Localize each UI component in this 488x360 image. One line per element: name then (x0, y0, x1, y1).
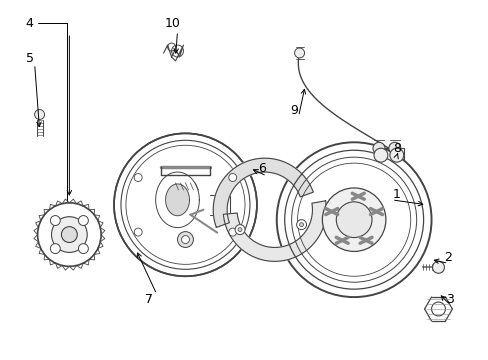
Polygon shape (213, 158, 313, 228)
Circle shape (134, 174, 142, 181)
Text: 3: 3 (446, 293, 453, 306)
Circle shape (51, 217, 87, 252)
Circle shape (181, 235, 189, 243)
Polygon shape (165, 184, 189, 216)
Circle shape (294, 48, 304, 58)
Text: 2: 2 (444, 251, 451, 264)
Circle shape (296, 220, 306, 230)
Circle shape (134, 228, 142, 236)
Circle shape (388, 142, 400, 154)
Text: 5: 5 (25, 53, 34, 66)
Polygon shape (223, 201, 325, 261)
Circle shape (50, 244, 60, 253)
Text: 8: 8 (392, 142, 400, 155)
Text: 4: 4 (26, 17, 34, 30)
Circle shape (61, 227, 77, 243)
Circle shape (238, 228, 242, 231)
Circle shape (228, 228, 236, 236)
Circle shape (299, 223, 303, 227)
Circle shape (78, 216, 88, 225)
Circle shape (336, 202, 371, 238)
Circle shape (389, 148, 403, 162)
Text: 1: 1 (392, 188, 400, 201)
Circle shape (276, 142, 431, 297)
Text: 6: 6 (257, 162, 265, 175)
Circle shape (235, 225, 244, 235)
Circle shape (432, 261, 444, 273)
Circle shape (114, 133, 256, 276)
Circle shape (35, 109, 44, 120)
Circle shape (372, 142, 384, 154)
Text: 9: 9 (290, 104, 298, 117)
Circle shape (322, 188, 385, 251)
Circle shape (50, 216, 60, 225)
Text: 10: 10 (164, 17, 180, 30)
Circle shape (373, 148, 387, 162)
Text: 7: 7 (144, 293, 152, 306)
Circle shape (177, 231, 193, 247)
Circle shape (228, 174, 236, 181)
Circle shape (78, 244, 88, 253)
Circle shape (38, 203, 101, 266)
